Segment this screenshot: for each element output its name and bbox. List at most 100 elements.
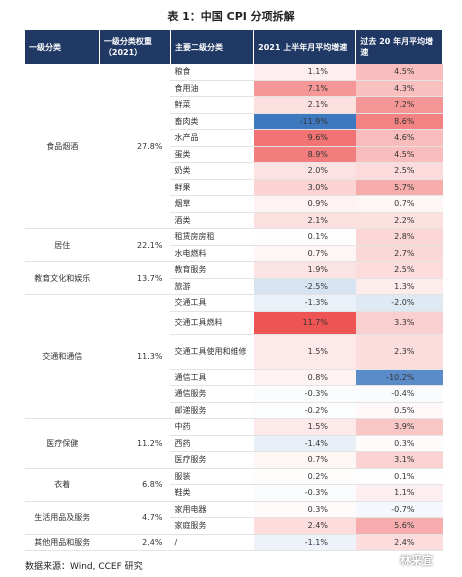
growth-value: 7.2% (355, 96, 443, 114)
table-row: 西药 -1.4% 0.3% (25, 435, 443, 452)
table-title: 表 1：中国 CPI 分项拆解 (167, 10, 295, 23)
table-row: 畜肉类 -11.9% 8.6% (25, 113, 443, 130)
sub-category: 交通工具使用和维修 (170, 334, 254, 370)
table-row: 通信服务 -0.3% -0.4% (25, 385, 443, 403)
growth-value: 8.6% (355, 113, 443, 130)
growth-value: 3.9% (355, 418, 443, 436)
table-row: 烟草 0.9% 0.7% (25, 195, 443, 213)
sub-category: 家庭服务 (170, 517, 254, 535)
table-row: 居住 22.1% 租赁房房租 0.1% 2.8% (25, 228, 443, 262)
sub-category: 烟草 (170, 195, 254, 213)
group-weight: 27.8% (99, 64, 171, 229)
table-row: 交通工具使用和维修 1.5% 2.3% (25, 334, 443, 370)
table-row: 鞋类 -0.3% 1.1% (25, 484, 443, 502)
growth-value: 2.3% (355, 334, 443, 370)
table-row: 生活用品及服务 4.7% 家用电器 0.3% -0.7% (25, 501, 443, 535)
sub-category: 租赁房房租 (170, 228, 254, 246)
growth-value: 1.3% (355, 278, 443, 295)
group-name: 生活用品及服务 (25, 501, 100, 535)
sub-category: 鲜菜 (170, 96, 254, 114)
growth-value: -10.2% (355, 369, 443, 386)
table-row: 医疗服务 0.7% 3.1% (25, 451, 443, 469)
table-row: 衣着 6.8% 服装 0.2% 0.1% (25, 468, 443, 502)
watermark: 林采宜 (400, 554, 433, 567)
sub-category: 通信服务 (170, 385, 254, 403)
header-row: 一级分类 一级分类权重（2021） 主要二级分类 2021 上半年月平均增速 过去 20… (25, 30, 443, 64)
growth-value: 0.3% (253, 501, 356, 518)
growth-value: 2.1% (253, 212, 356, 229)
sub-category: 水电燃料 (170, 245, 254, 262)
sub-category: 交通工具燃料 (170, 311, 254, 335)
sub-category: 粮食 (170, 64, 254, 81)
group-weight: 6.8% (99, 468, 171, 502)
growth-value: 4.6% (355, 129, 443, 147)
growth-value: 3.0% (253, 179, 356, 196)
sub-category: 蛋类 (170, 146, 254, 163)
sub-category: 通信工具 (170, 369, 254, 386)
growth-value: 1.9% (253, 261, 356, 279)
growth-value: 0.3% (355, 435, 443, 452)
group-weight: 11.3% (99, 294, 171, 419)
growth-value: 4.3% (355, 80, 443, 97)
growth-value: -0.3% (253, 484, 356, 502)
cpi-table: 一级分类 一级分类权重（2021） 主要二级分类 2021 上半年月平均增速 过去 20… (25, 30, 443, 551)
growth-value: -0.2% (253, 402, 356, 419)
growth-value: 1.5% (253, 334, 356, 370)
table-row: 食用油 7.1% 4.3% (25, 80, 443, 97)
growth-value: 2.5% (355, 162, 443, 180)
table-row: 医疗保健 11.2% 中药 1.5% 3.9% (25, 418, 443, 469)
group-weight: 13.7% (99, 261, 171, 295)
group-name: 食品烟酒 (25, 64, 100, 229)
growth-value: 7.1% (253, 80, 356, 97)
growth-value: -0.3% (253, 385, 356, 403)
column-header: 一级分类 (25, 30, 100, 64)
table-row: 交通和通信 11.3% 交通工具 -1.3% -2.0% (25, 294, 443, 419)
group-weight: 22.1% (99, 228, 171, 262)
growth-value: 2.4% (253, 517, 356, 535)
growth-value: 2.7% (355, 245, 443, 262)
sub-category: / (170, 534, 254, 551)
sub-category: 鞋类 (170, 484, 254, 502)
growth-value: 0.7% (355, 195, 443, 213)
growth-value: 4.5% (355, 146, 443, 163)
growth-value: -0.7% (355, 501, 443, 518)
growth-value: -2.0% (355, 294, 443, 312)
table-row: 其他用品和服务 2.4% / -1.1% 2.4% (25, 534, 443, 551)
growth-value: 2.0% (253, 162, 356, 180)
growth-value: 9.6% (253, 129, 356, 147)
sub-category: 旅游 (170, 278, 254, 295)
growth-value: 3.3% (355, 311, 443, 335)
growth-value: 2.8% (355, 228, 443, 246)
sub-category: 医疗服务 (170, 451, 254, 469)
table-row: 交通工具燃料 11.7% 3.3% (25, 311, 443, 335)
growth-value: 0.7% (253, 245, 356, 262)
table-row: 奶类 2.0% 2.5% (25, 162, 443, 180)
sub-category: 鲜果 (170, 179, 254, 196)
table-row: 食品烟酒 27.8% 粮食 1.1% 4.5% (25, 64, 443, 229)
group-weight: 4.7% (99, 501, 171, 535)
sub-category: 西药 (170, 435, 254, 452)
sub-category: 邮递服务 (170, 402, 254, 419)
growth-value: -1.1% (253, 534, 356, 551)
column-header: 过去 20 年月平均增速 (355, 30, 443, 64)
group-name: 其他用品和服务 (25, 534, 100, 551)
table-row: 通信工具 0.8% -10.2% (25, 369, 443, 386)
sub-category: 奶类 (170, 162, 254, 180)
growth-value: 4.5% (355, 64, 443, 81)
sub-category: 教育服务 (170, 261, 254, 279)
growth-value: 2.1% (253, 96, 356, 114)
table-row: 鲜菜 2.1% 7.2% (25, 96, 443, 114)
sub-category: 畜肉类 (170, 113, 254, 130)
table-row: 鲜果 3.0% 5.7% (25, 179, 443, 196)
sub-category: 家用电器 (170, 501, 254, 518)
sub-category: 水产品 (170, 129, 254, 147)
growth-value: 0.8% (253, 369, 356, 386)
growth-value: 1.1% (253, 64, 356, 81)
growth-value: 5.7% (355, 179, 443, 196)
growth-value: 0.7% (253, 451, 356, 469)
table-row: 酒类 2.1% 2.2% (25, 212, 443, 229)
column-header: 主要二级分类 (170, 30, 255, 64)
table-row: 教育文化和娱乐 13.7% 教育服务 1.9% 2.5% (25, 261, 443, 295)
group-name: 交通和通信 (25, 294, 100, 419)
